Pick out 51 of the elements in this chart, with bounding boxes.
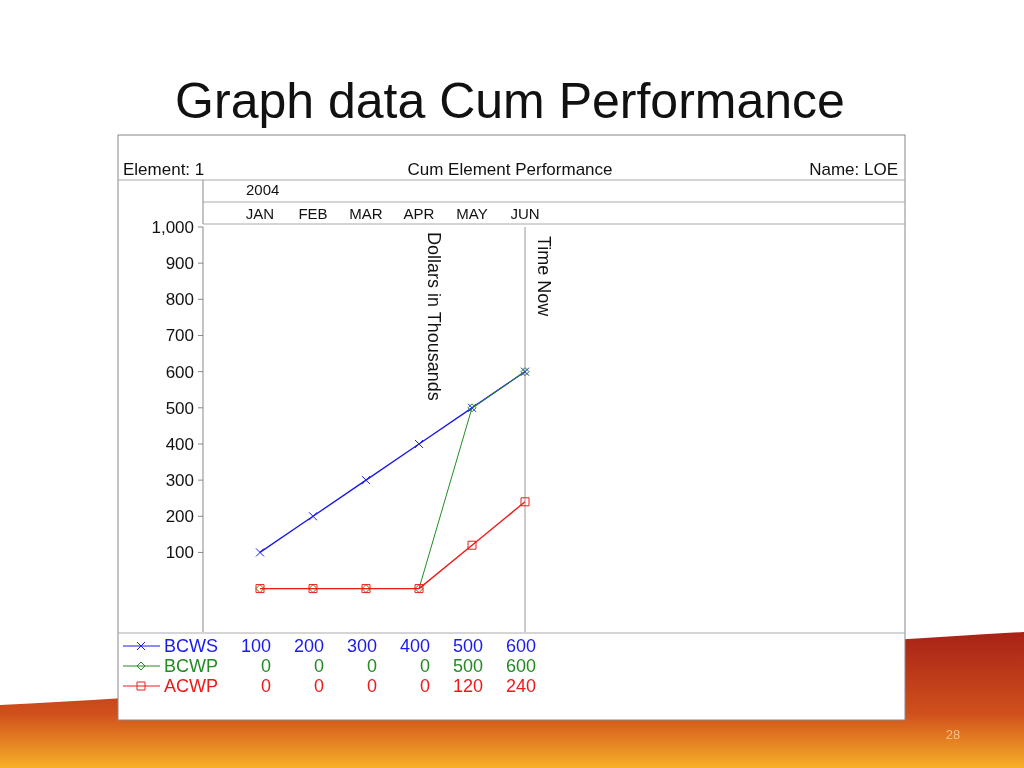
text: Name: LOE [809,160,898,179]
x-tick-label: MAR [349,205,383,222]
point [520,497,530,507]
text: 2004 [246,181,280,198]
data-label: 120 [452,676,483,696]
data-label: 0 [419,656,430,676]
data-label: 500 [452,636,483,656]
data-label: 0 [260,676,271,696]
point [361,475,371,485]
x-tick-label: MAY [456,205,488,222]
legend-label: ACWP [164,676,218,696]
x-tick-label: APR [403,205,435,222]
data-label: 0 [260,656,271,676]
data-label: 0 [366,656,377,676]
y-tick-label: 600 [165,362,194,382]
point [467,540,477,550]
y-tick-label: 800 [165,290,194,310]
text: 28 [945,727,961,742]
y-tick-label: 700 [165,326,194,346]
data-label: 100 [240,636,271,656]
text: Element: 1 [123,160,205,179]
y-tick-label: 200 [165,507,194,527]
point [414,439,424,449]
data-label: 200 [293,636,324,656]
y-axis-title: Dollars in Thousands [424,232,444,401]
data-label: 0 [313,676,324,696]
data-label: 400 [399,636,430,656]
data-label: 0 [419,676,430,696]
x-tick-label: FEB [298,205,328,222]
data-label: 240 [505,676,536,696]
point [308,511,318,521]
data-label: 300 [346,636,377,656]
data-label: 500 [452,656,483,676]
y-tick-label: 1,000 [151,217,194,237]
y-tick-label: 400 [165,434,194,454]
data-label: 600 [505,656,536,676]
y-tick-label: 100 [165,543,194,563]
legend-label: BCWS [164,636,218,656]
data-label: 0 [366,676,377,696]
ref-line-label: Time Now [534,236,554,318]
data-label: 0 [313,656,324,676]
point [255,547,265,557]
y-tick-label: 300 [165,471,194,491]
legend-label: BCWP [164,656,218,676]
y-tick-label: 500 [165,398,194,418]
chart-subtitle: Cum Element Performance [407,160,613,179]
x-tick-label: JAN [245,205,275,222]
x-tick-label: JUN [510,205,540,222]
chart-title: Graph data Cum Performance [175,73,845,129]
y-tick-label: 900 [165,254,194,274]
data-label: 600 [505,636,536,656]
